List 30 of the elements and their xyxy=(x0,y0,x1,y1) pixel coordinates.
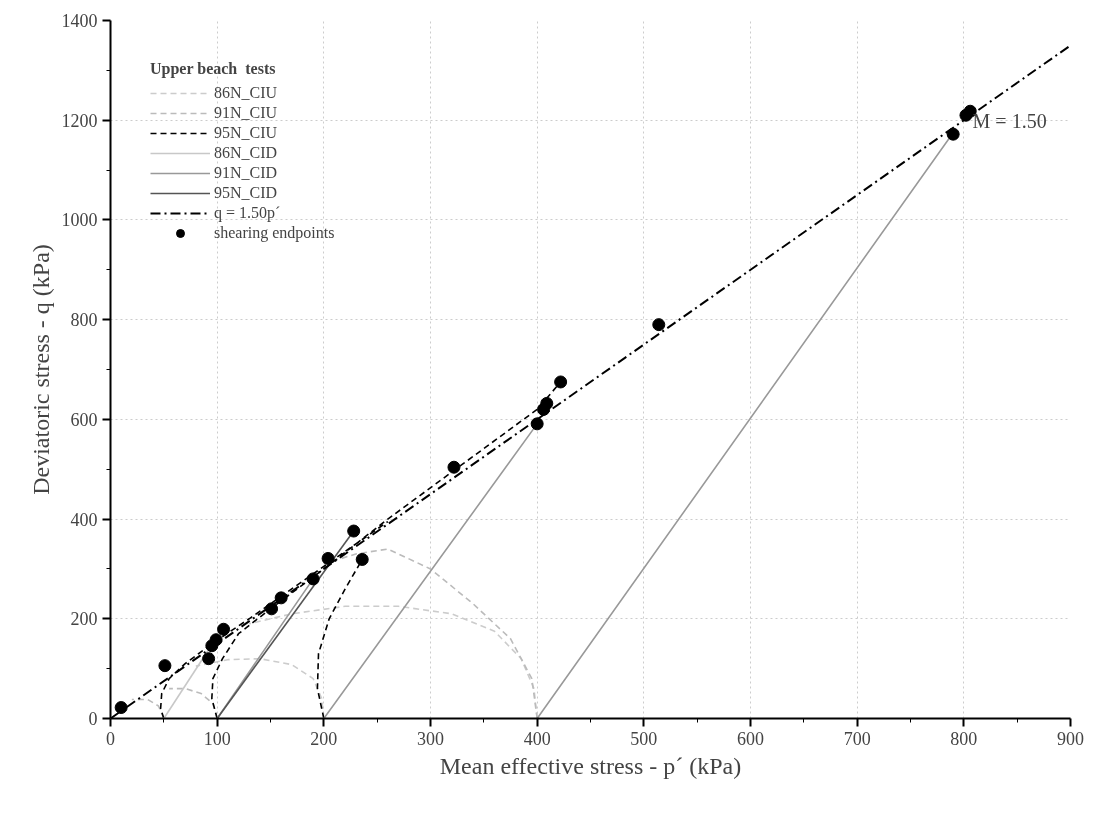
y-tick-label: 1200 xyxy=(61,110,98,131)
x-axis-title: Mean effective stress - p´ (kPa) xyxy=(439,752,742,779)
x-tick-label: 0 xyxy=(106,728,115,749)
legend-label: shearing endpoints xyxy=(214,224,335,242)
y-tick-label: 200 xyxy=(70,609,98,630)
y-tick-label: 800 xyxy=(70,310,98,331)
x-tick-label: 800 xyxy=(950,728,978,749)
y-tick-label: 1000 xyxy=(61,210,98,231)
x-tick-label: 700 xyxy=(843,728,871,749)
legend-label: 86N_CIU xyxy=(214,84,278,102)
legend-label: 95N_CIU xyxy=(214,124,278,142)
y-tick-label: 400 xyxy=(70,509,98,530)
legend-label: 95N_CID xyxy=(214,184,278,202)
legend-label: 91N_CID xyxy=(214,164,278,182)
x-tick-label: 400 xyxy=(523,728,551,749)
y-tick-label: 1400 xyxy=(61,11,98,31)
y-axis-title: Deviatoric stress - q (kPa) xyxy=(27,244,54,495)
x-tick-label: 200 xyxy=(310,728,338,749)
legend-label: 91N_CIU xyxy=(214,104,278,122)
x-tick-label: 600 xyxy=(737,728,764,749)
x-tick-label: 500 xyxy=(630,728,658,749)
annotation: M = 1.50 xyxy=(972,110,1047,133)
y-tick-label: 0 xyxy=(88,709,98,729)
x-tick-label: 900 xyxy=(1057,728,1084,749)
legend-label: 86N_CID xyxy=(214,144,278,162)
legend-label: q = 1.50p´ xyxy=(214,204,281,222)
legend-title: Upper beach tests xyxy=(150,60,277,78)
x-tick-label: 300 xyxy=(417,728,444,749)
x-tick-label: 100 xyxy=(203,728,231,749)
y-tick-label: 600 xyxy=(70,409,98,430)
